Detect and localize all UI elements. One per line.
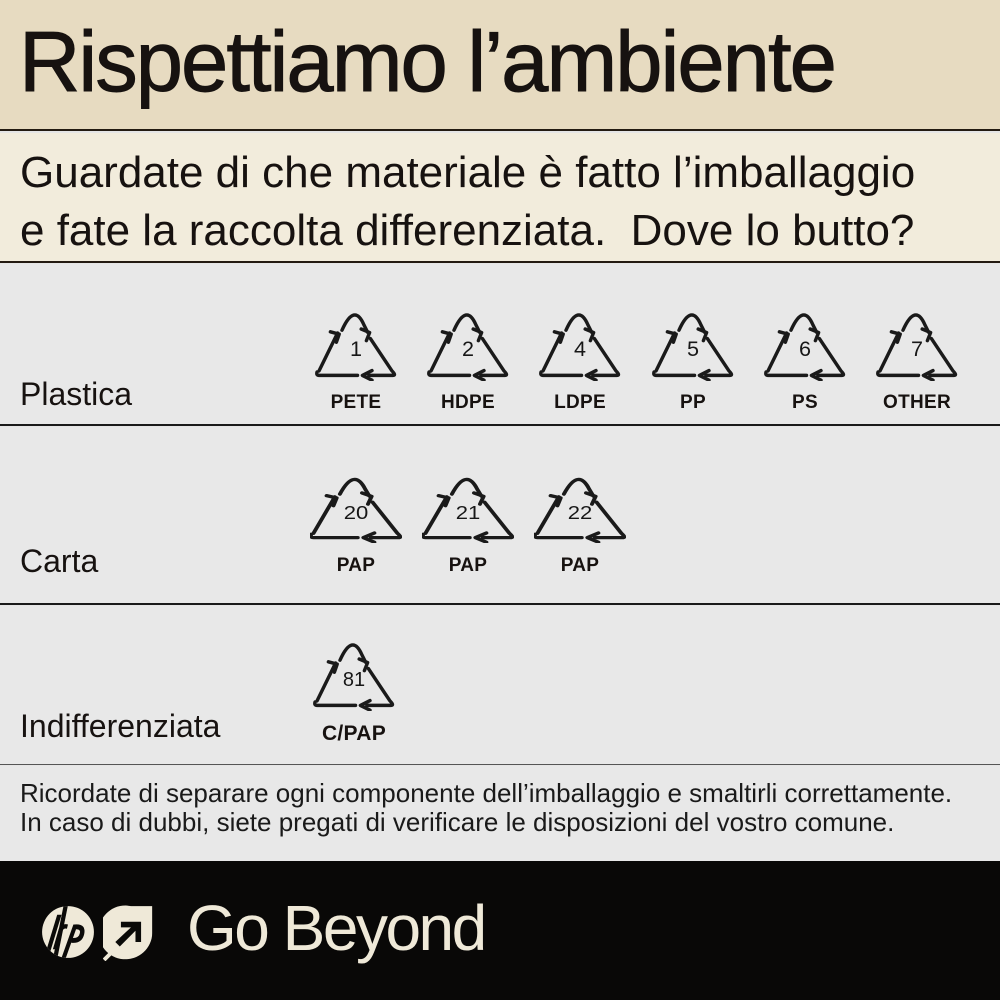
- svg-text:1: 1: [350, 336, 362, 361]
- svg-text:81: 81: [343, 669, 365, 691]
- svg-text:22: 22: [568, 504, 593, 524]
- svg-text:7: 7: [911, 336, 923, 361]
- svg-text:4: 4: [574, 336, 586, 361]
- svg-text:6: 6: [799, 336, 811, 361]
- svg-text:5: 5: [687, 336, 699, 361]
- svg-text:21: 21: [456, 504, 481, 524]
- svg-text:20: 20: [344, 504, 369, 524]
- svg-text:2: 2: [462, 336, 474, 361]
